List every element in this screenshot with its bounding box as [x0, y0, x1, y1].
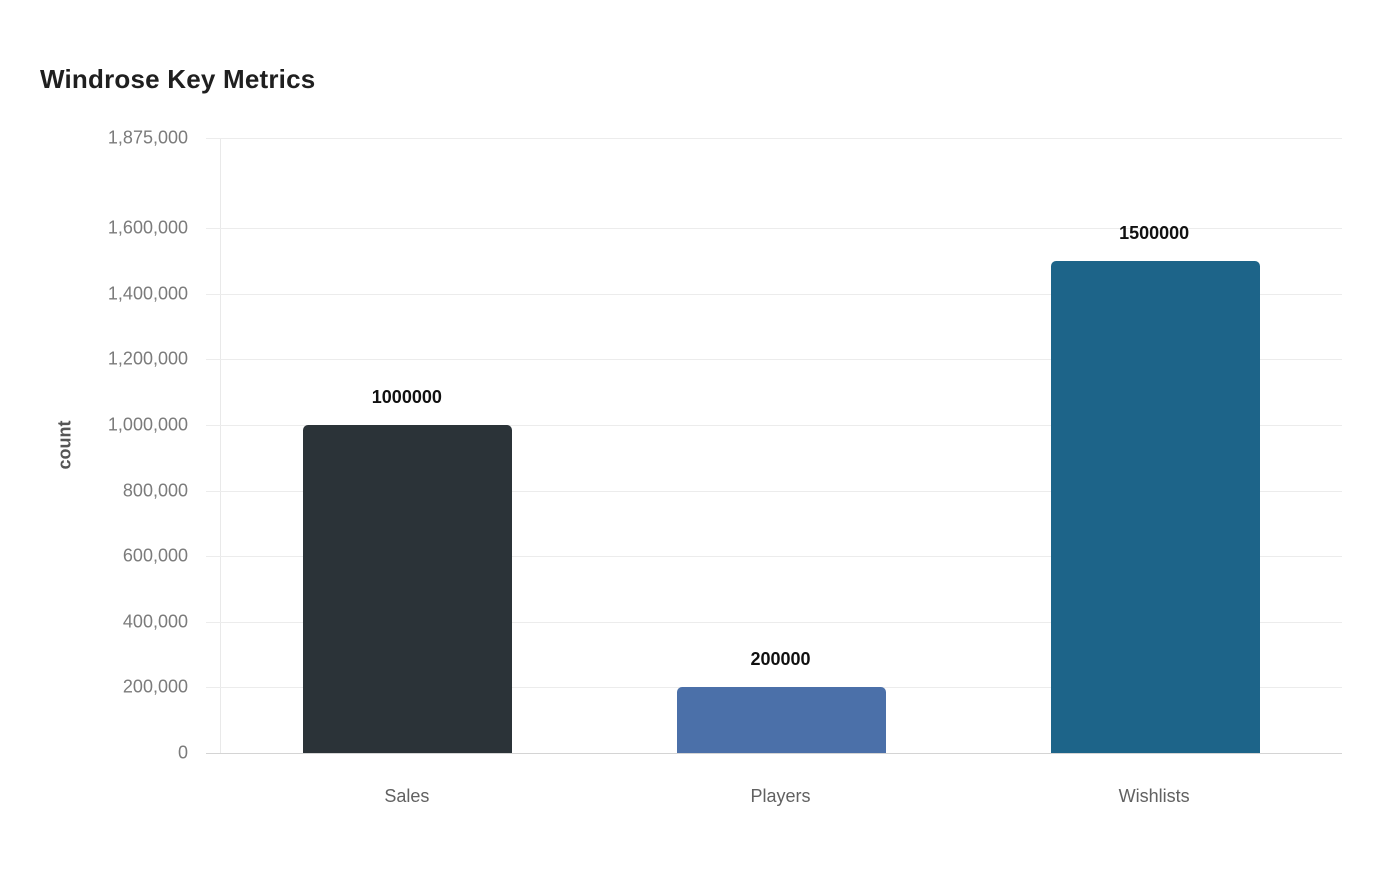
- x-tick-label: Players: [750, 786, 811, 806]
- x-tick-label: Wishlists: [1118, 786, 1190, 806]
- y-tick-label: 1,400,000: [107, 283, 188, 304]
- gridline: [206, 556, 1342, 558]
- y-tick-label: 1,000,000: [107, 414, 188, 435]
- gridline: [206, 359, 1342, 361]
- y-tick-label: 200,000: [122, 676, 188, 697]
- y-tick-label: 600,000: [122, 545, 188, 566]
- bar-value-label: 200000: [750, 649, 811, 670]
- bar-sales: [303, 425, 513, 753]
- y-tick-label: 0: [177, 742, 188, 763]
- plot-area: [206, 138, 1342, 754]
- y-tick-label: 400,000: [122, 611, 188, 632]
- x-axis-line: [206, 753, 1342, 754]
- bar-value-label: 1000000: [371, 387, 442, 407]
- y-tick-label: 1,600,000: [107, 217, 188, 238]
- gridline: [206, 228, 1342, 230]
- bar-wishlists: [1050, 261, 1260, 753]
- x-tick-label: Sales: [384, 786, 430, 806]
- y-axis-title: count: [54, 420, 75, 470]
- gridline: [206, 425, 1342, 426]
- y-tick-label: 800,000: [122, 480, 188, 501]
- gridline: [206, 621, 1342, 623]
- gridline: [206, 490, 1342, 492]
- bar-players: [677, 687, 886, 753]
- gridline: [206, 138, 1342, 139]
- chart-title: Windrose Key Metrics: [40, 64, 316, 94]
- y-tick-label: 1,200,000: [107, 348, 188, 369]
- bar-value-label: 1500000: [1119, 223, 1190, 243]
- y-tick-label: 1,875,000: [107, 127, 188, 148]
- gridline: [206, 293, 1342, 295]
